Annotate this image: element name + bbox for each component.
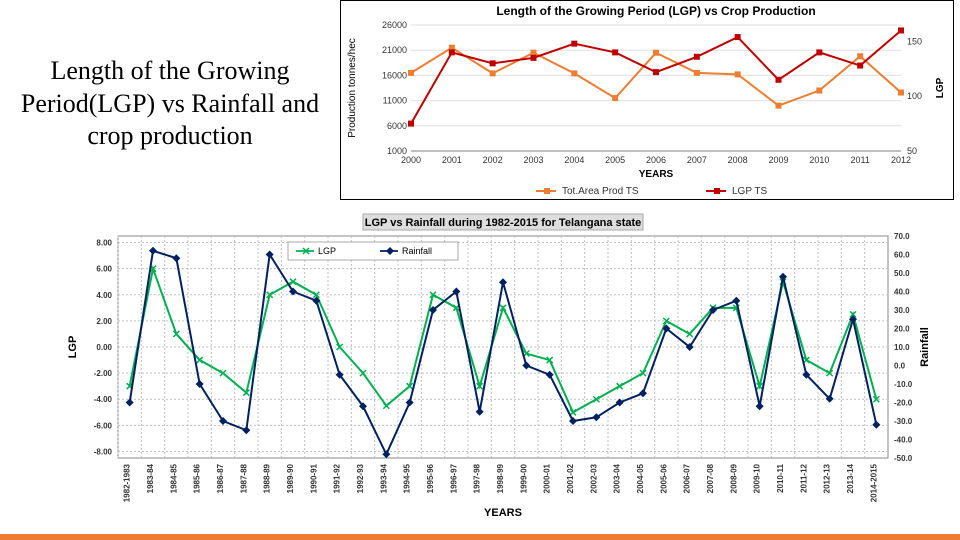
svg-text:Tot.Area Prod TS: Tot.Area Prod TS [562, 186, 639, 197]
svg-text:-8.00: -8.00 [94, 447, 113, 456]
slide-title: Length of the Growing Period(LGP) vs Rai… [10, 55, 330, 153]
svg-text:2014-2015: 2014-2015 [869, 463, 878, 502]
svg-text:70.0: 70.0 [894, 232, 910, 241]
svg-text:30.0: 30.0 [894, 306, 910, 315]
svg-text:2009-10: 2009-10 [753, 463, 762, 493]
svg-text:2007: 2007 [687, 155, 707, 165]
svg-text:2001-02: 2001-02 [566, 463, 575, 493]
svg-text:2011-12: 2011-12 [799, 463, 808, 492]
svg-text:2.00: 2.00 [96, 317, 112, 326]
svg-text:2006: 2006 [646, 155, 666, 165]
svg-text:-50.0: -50.0 [894, 454, 913, 463]
svg-text:26000: 26000 [382, 20, 407, 30]
svg-text:10.0: 10.0 [894, 343, 910, 352]
svg-text:-40.0: -40.0 [894, 436, 913, 445]
svg-text:2004-05: 2004-05 [636, 463, 645, 493]
slide-container: Length of the Growing Period(LGP) vs Rai… [0, 0, 960, 540]
svg-text:Length of the Growing Period (: Length of the Growing Period (LGP) vs Cr… [496, 4, 815, 18]
svg-text:60.0: 60.0 [894, 251, 910, 260]
svg-text:YEARS: YEARS [639, 169, 674, 180]
svg-text:-10.0: -10.0 [894, 380, 913, 389]
svg-text:2003-04: 2003-04 [613, 463, 622, 493]
svg-text:Production tonnes/hec: Production tonnes/hec [347, 38, 358, 138]
svg-text:2005-06: 2005-06 [659, 463, 668, 493]
bottom-chart-svg: LGP vs Rainfall during 1982-2015 for Tel… [60, 210, 940, 520]
svg-text:-4.00: -4.00 [94, 395, 113, 404]
svg-text:2008-09: 2008-09 [729, 463, 738, 493]
svg-text:21000: 21000 [382, 45, 407, 55]
svg-text:Rainfall: Rainfall [919, 327, 931, 367]
svg-text:2008: 2008 [728, 155, 748, 165]
svg-text:1990-91: 1990-91 [309, 463, 318, 493]
svg-text:0.0: 0.0 [894, 362, 906, 371]
svg-text:20.0: 20.0 [894, 325, 910, 334]
svg-text:1992-93: 1992-93 [356, 463, 365, 493]
svg-text:2000: 2000 [401, 155, 421, 165]
svg-text:50.0: 50.0 [894, 269, 910, 278]
svg-text:16000: 16000 [382, 70, 407, 80]
svg-text:1999-00: 1999-00 [519, 463, 528, 493]
top-chart-svg: Length of the Growing Period (LGP) vs Cr… [341, 1, 955, 201]
svg-text:-6.00: -6.00 [94, 421, 113, 430]
svg-text:100: 100 [907, 91, 922, 101]
svg-text:4.00: 4.00 [96, 291, 112, 300]
svg-text:0.00: 0.00 [96, 343, 112, 352]
svg-text:2007-08: 2007-08 [706, 463, 715, 493]
svg-text:6000: 6000 [387, 121, 407, 131]
svg-text:2011: 2011 [850, 155, 869, 165]
svg-text:2013-14: 2013-14 [846, 463, 855, 493]
svg-text:2004: 2004 [564, 155, 584, 165]
svg-text:2010-11: 2010-11 [776, 463, 785, 492]
svg-text:2009: 2009 [768, 155, 788, 165]
svg-text:2000-01: 2000-01 [543, 463, 552, 493]
svg-text:1994-95: 1994-95 [403, 463, 412, 493]
svg-text:LGP TS: LGP TS [732, 186, 768, 197]
top-chart-container: Length of the Growing Period (LGP) vs Cr… [340, 0, 954, 200]
svg-text:-30.0: -30.0 [894, 417, 913, 426]
svg-text:2012-13: 2012-13 [823, 463, 832, 493]
svg-text:LGP: LGP [67, 336, 79, 359]
svg-text:LGP: LGP [318, 246, 336, 256]
svg-text:-2.00: -2.00 [94, 369, 113, 378]
svg-text:1993-94: 1993-94 [379, 463, 388, 493]
svg-text:2001: 2001 [442, 155, 462, 165]
svg-text:11000: 11000 [383, 96, 407, 106]
svg-text:1997-98: 1997-98 [473, 463, 482, 493]
svg-text:LGP vs Rainfall during 1982-20: LGP vs Rainfall during 1982-2015 for Tel… [365, 217, 642, 229]
svg-text:40.0: 40.0 [894, 288, 910, 297]
svg-text:-20.0: -20.0 [894, 399, 913, 408]
svg-text:2006-07: 2006-07 [683, 463, 692, 493]
svg-text:1982-1983: 1982-1983 [123, 463, 132, 502]
svg-text:1991-92: 1991-92 [333, 463, 342, 493]
svg-text:2002: 2002 [483, 155, 503, 165]
svg-text:1986-87: 1986-87 [216, 463, 225, 493]
bottom-chart-container: LGP vs Rainfall during 1982-2015 for Tel… [60, 210, 940, 520]
svg-text:1984-85: 1984-85 [169, 463, 178, 493]
svg-text:1996-97: 1996-97 [449, 463, 458, 493]
svg-text:6.00: 6.00 [96, 265, 112, 274]
svg-text:150: 150 [907, 36, 922, 46]
svg-text:8.00: 8.00 [96, 239, 112, 248]
svg-text:2002-03: 2002-03 [589, 463, 598, 493]
svg-text:2010: 2010 [809, 155, 829, 165]
svg-text:LGP: LGP [935, 77, 946, 98]
svg-text:1995-96: 1995-96 [426, 463, 435, 493]
svg-text:2003: 2003 [523, 155, 543, 165]
svg-text:YEARS: YEARS [484, 507, 522, 519]
svg-text:2005: 2005 [605, 155, 625, 165]
svg-text:1987-88: 1987-88 [239, 463, 248, 493]
svg-text:1989-90: 1989-90 [286, 463, 295, 493]
svg-text:Rainfall: Rainfall [402, 246, 432, 256]
svg-text:2012: 2012 [891, 155, 911, 165]
svg-text:1998-99: 1998-99 [496, 463, 505, 493]
svg-text:1988-89: 1988-89 [263, 463, 272, 493]
svg-text:1983-84: 1983-84 [146, 463, 155, 493]
svg-text:1985-86: 1985-86 [193, 463, 202, 493]
